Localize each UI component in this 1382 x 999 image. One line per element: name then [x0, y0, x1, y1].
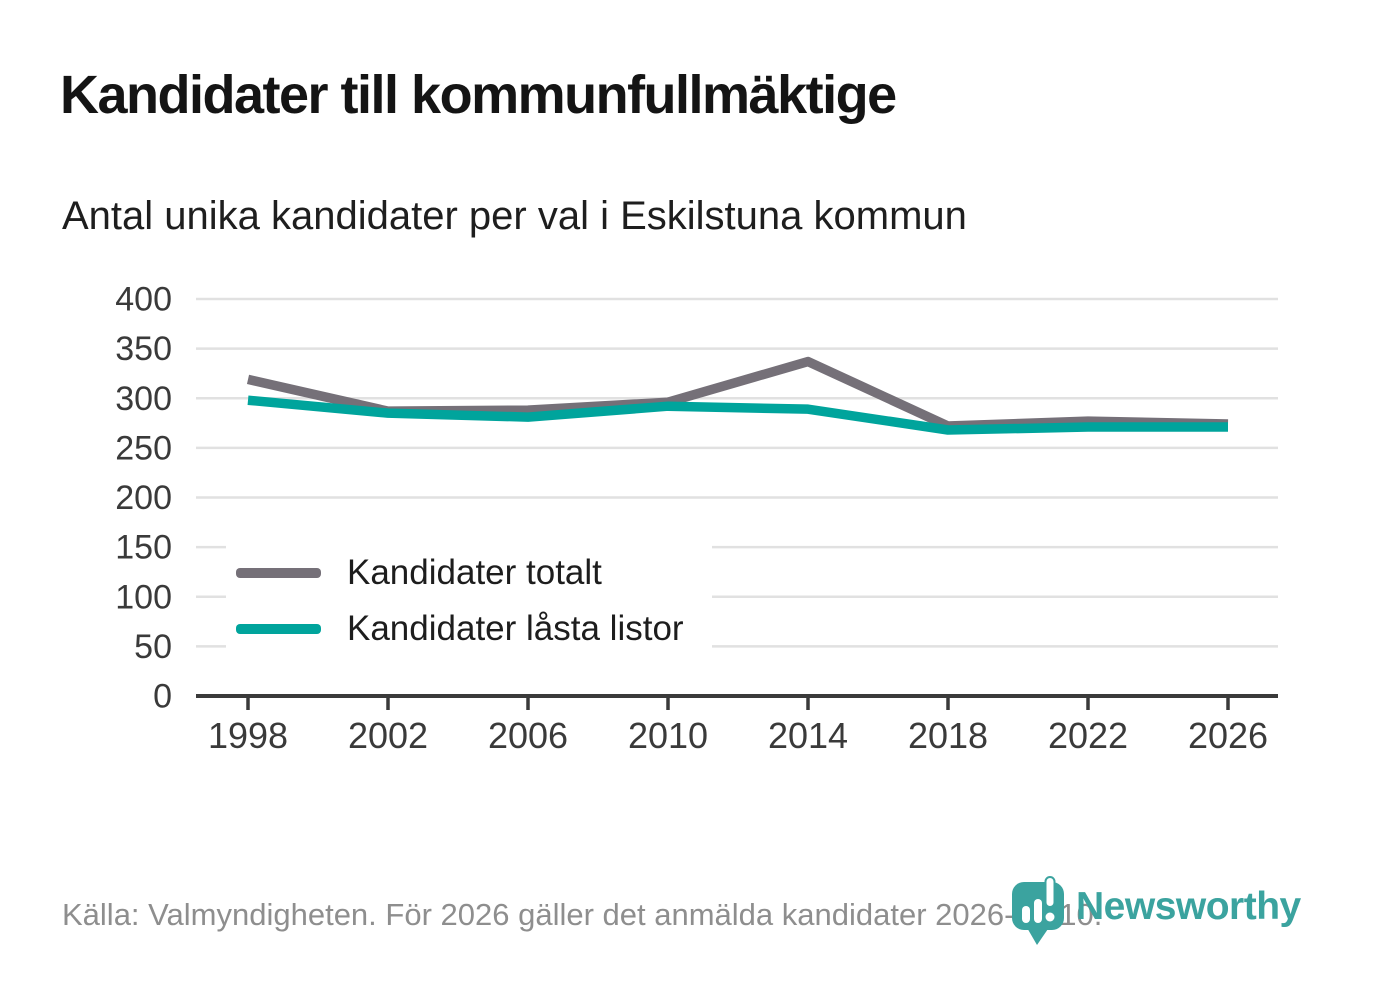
legend-swatch-total — [236, 568, 321, 578]
y-axis-tick-label: 50 — [134, 628, 172, 666]
legend-label-total: Kandidater totalt — [347, 553, 602, 592]
newsworthy-logo: Newsworthy — [1012, 876, 1322, 956]
y-axis-tick-label: 350 — [115, 330, 172, 368]
legend-item-locked-lists: Kandidater låsta listor — [236, 609, 684, 649]
y-axis-tick-label: 300 — [115, 380, 172, 418]
legend-label-locked-lists: Kandidater låsta listor — [347, 609, 684, 648]
newsworthy-wordmark: Newsworthy — [1076, 885, 1301, 928]
legend-swatch-locked-lists — [236, 624, 321, 634]
series-line-1 — [247, 395, 1228, 435]
line-chart: 0 50 100 150 200 250 300 350 400 1998 2002 2006 2010… — [115, 281, 1278, 756]
source-note: Källa: Valmyndigheten. För 2026 gäller d… — [62, 897, 1103, 932]
y-axis-tick-label: 250 — [115, 429, 172, 467]
x-axis-tick-label: 2014 — [768, 715, 848, 756]
legend-item-total: Kandidater totalt — [236, 553, 684, 593]
y-axis-tick-label: 100 — [115, 578, 172, 616]
y-axis-tick-label: 0 — [153, 678, 172, 716]
y-axis-tick-label: 200 — [115, 479, 172, 517]
chart-title: Kandidater till kommunfullmäktige — [60, 65, 897, 125]
x-axis-tick-label: 2002 — [348, 715, 428, 756]
x-axis-tick-label: 2022 — [1048, 715, 1128, 756]
x-axis-tick-label: 2010 — [628, 715, 708, 756]
legend: Kandidater totalt Kandidater låsta listo… — [226, 545, 712, 659]
x-axis-tick-label: 2006 — [488, 715, 568, 756]
x-axis-tick-label: 2026 — [1188, 715, 1268, 756]
y-axis-tick-label: 400 — [115, 281, 172, 319]
x-axis-tick-label: 2018 — [908, 715, 988, 756]
chart-subtitle: Antal unika kandidater per val i Eskilst… — [62, 194, 967, 238]
y-axis-tick-label: 150 — [115, 529, 172, 567]
x-axis-tick-label: 1998 — [208, 715, 288, 756]
newsworthy-pin-icon — [1012, 876, 1064, 945]
